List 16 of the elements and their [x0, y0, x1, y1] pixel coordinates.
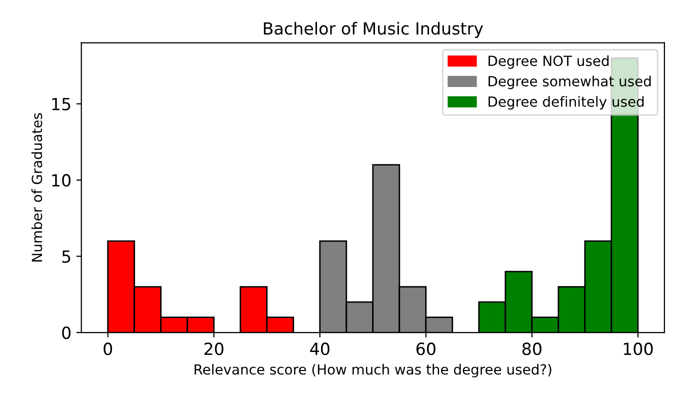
y-tick-label: 5 — [62, 250, 70, 263]
legend-label: Degree definitely used — [488, 96, 644, 110]
legend-label: Degree NOT used — [488, 55, 609, 69]
y-tick-label: 15 — [52, 98, 70, 110]
y-axis-title: Number of Graduates — [31, 113, 42, 262]
y-tick-label: 0 — [62, 326, 71, 340]
x-tick-label: 0 — [104, 342, 112, 356]
x-tick-label: 100 — [624, 342, 653, 356]
y-tick-label: 10 — [52, 174, 71, 187]
x-tick-label: 40 — [310, 342, 330, 356]
x-tick-label: 80 — [522, 342, 542, 356]
chart-title: Bachelor of Music Industry — [264, 22, 484, 38]
x-axis-title: Relevance score (How much was the degree used?) — [194, 364, 552, 378]
legend-label: Degree somewhat used — [488, 76, 651, 90]
x-tick-label: 60 — [416, 342, 436, 356]
x-tick-label: 20 — [204, 342, 224, 356]
